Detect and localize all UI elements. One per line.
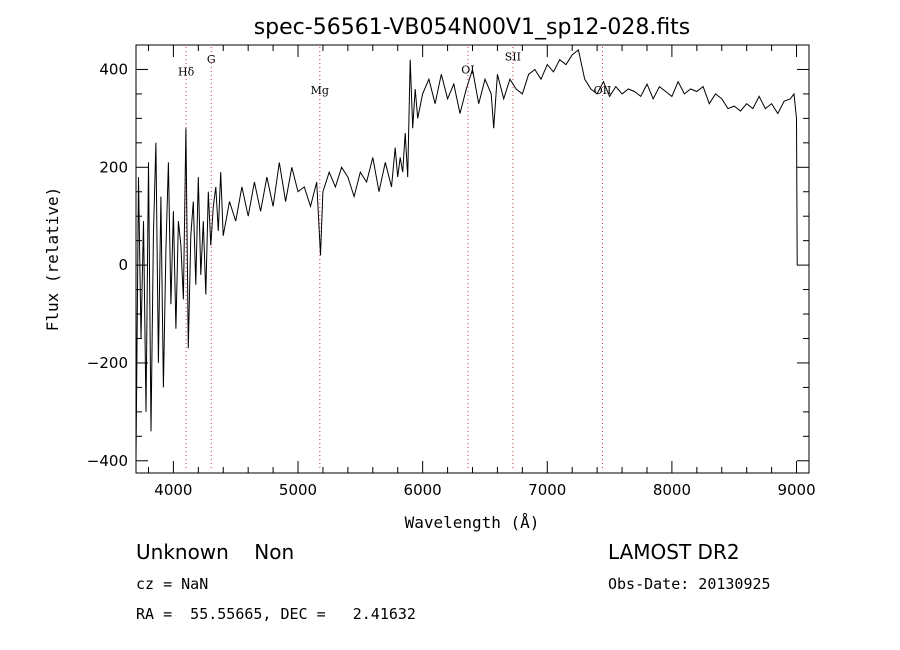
spectrum-series-line (135, 49, 798, 461)
x-tick-label: 6000 (404, 481, 442, 499)
object-type-label: Unknown Non (136, 540, 295, 564)
chart-title: spec-56561-VB054N00V1_sp12-028.fits (254, 15, 691, 40)
x-tick-label: 7000 (528, 481, 566, 499)
spectral-line-label: G (207, 53, 216, 66)
plot-frame (135, 44, 810, 474)
y-tick-labels: −400 −200 0 200 400 (87, 60, 128, 469)
x-axis-label: Wavelength (Å) (405, 513, 540, 532)
spectral-line-label: Mg (311, 84, 329, 97)
y-tick-label: 400 (99, 60, 128, 78)
redshift-label: cz = NaN (136, 575, 209, 593)
x-tick-label: 5000 (279, 481, 317, 499)
x-tick-label: 9000 (777, 481, 815, 499)
y-axis-label: Flux (relative) (43, 187, 62, 332)
spectral-line-label: Hδ (178, 65, 195, 78)
obs-date-label: Obs-Date: 20130925 (608, 575, 771, 593)
x-tick-label: 8000 (653, 481, 691, 499)
y-tick-label: −200 (87, 354, 128, 372)
spectral-line-label: SII (505, 51, 521, 64)
x-tick-label: 4000 (154, 481, 192, 499)
survey-label: LAMOST DR2 (608, 540, 740, 564)
coordinates-label: RA = 55.55665, DEC = 2.41632 (136, 605, 416, 623)
y-tick-label: −400 (87, 452, 128, 470)
y-tick-label: 0 (118, 256, 128, 274)
x-tick-labels: 4000 5000 6000 7000 8000 9000 (154, 481, 815, 499)
axis-ticks (136, 45, 809, 473)
spectral-line-label: OII (594, 84, 612, 97)
y-tick-label: 200 (99, 158, 128, 176)
